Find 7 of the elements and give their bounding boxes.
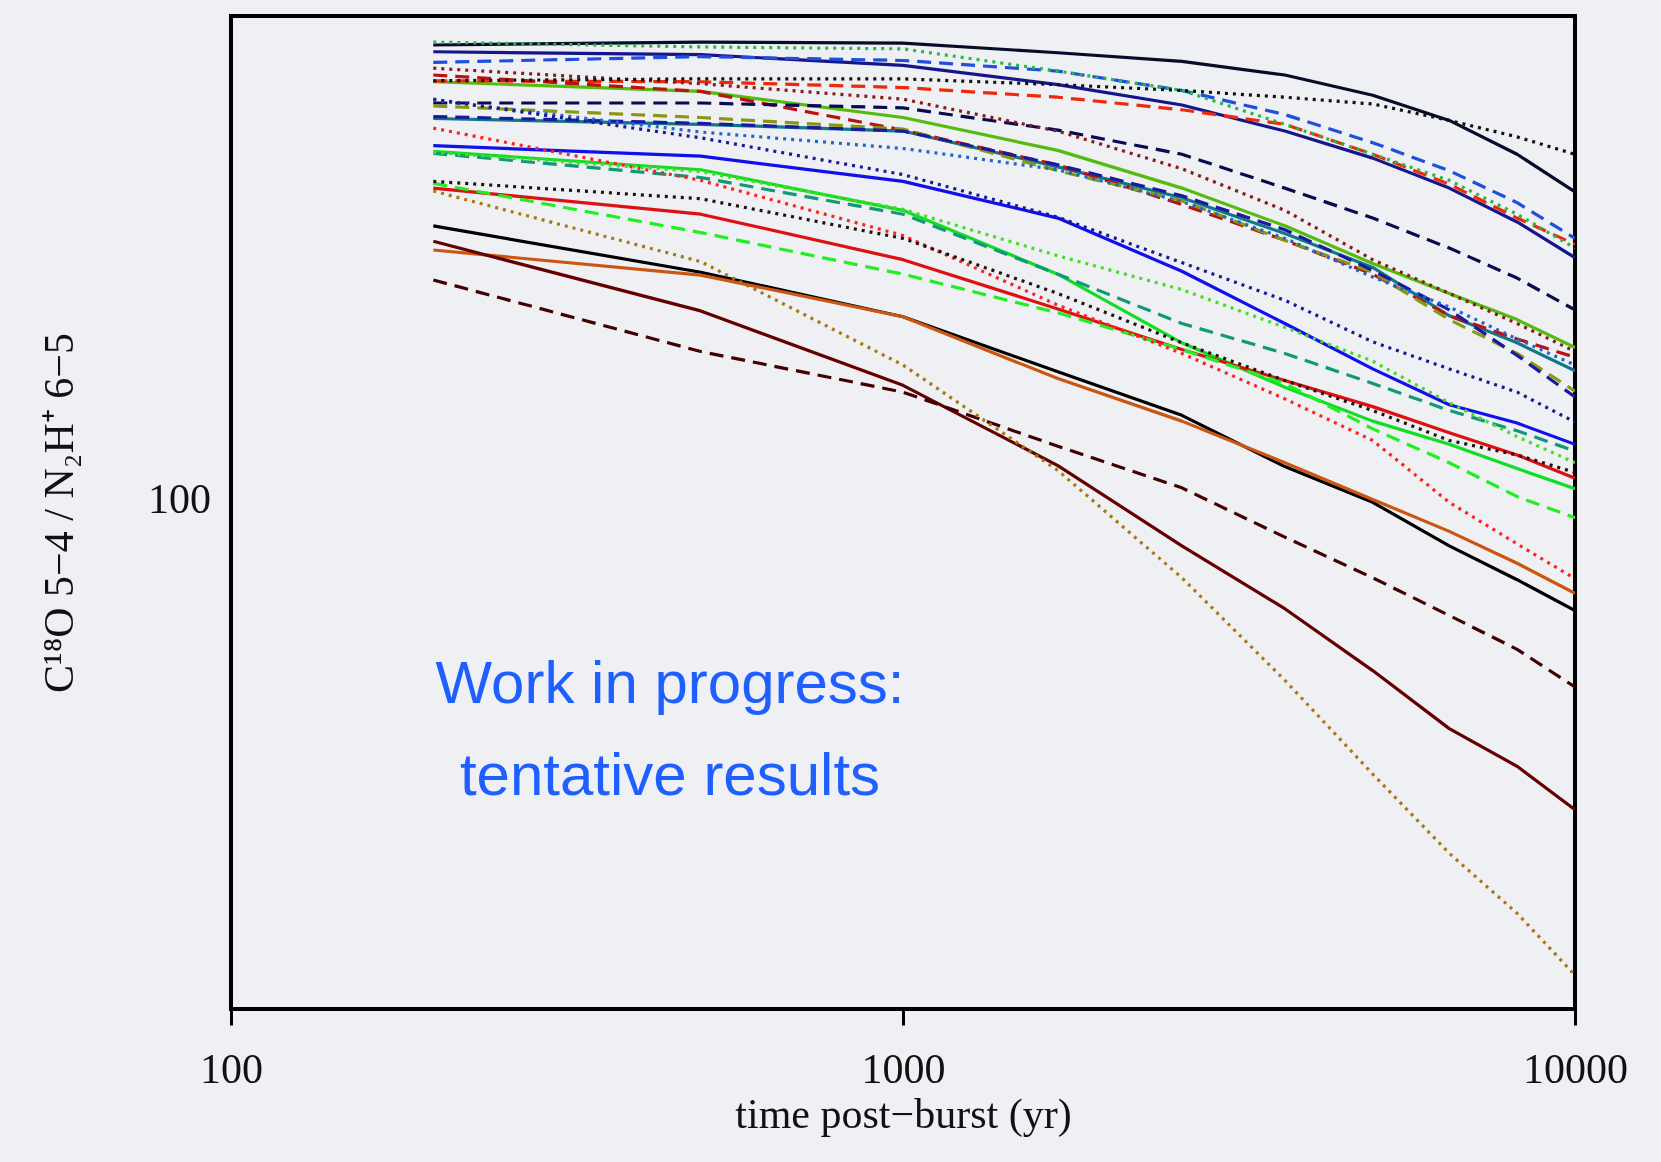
x-tick-label: 100 (200, 1045, 263, 1092)
x-tick-label: 10000 (1523, 1045, 1628, 1092)
x-tick-label: 1000 (861, 1045, 946, 1092)
text: 100 (148, 476, 211, 522)
annotation: Work in progress: tentative results (435, 649, 905, 808)
y-axis-title: C¹⁸O 5−4 / N₂H⁺ 6−5 (35, 333, 82, 693)
x-axis-title: time post−burst (yr) (735, 1090, 1072, 1138)
